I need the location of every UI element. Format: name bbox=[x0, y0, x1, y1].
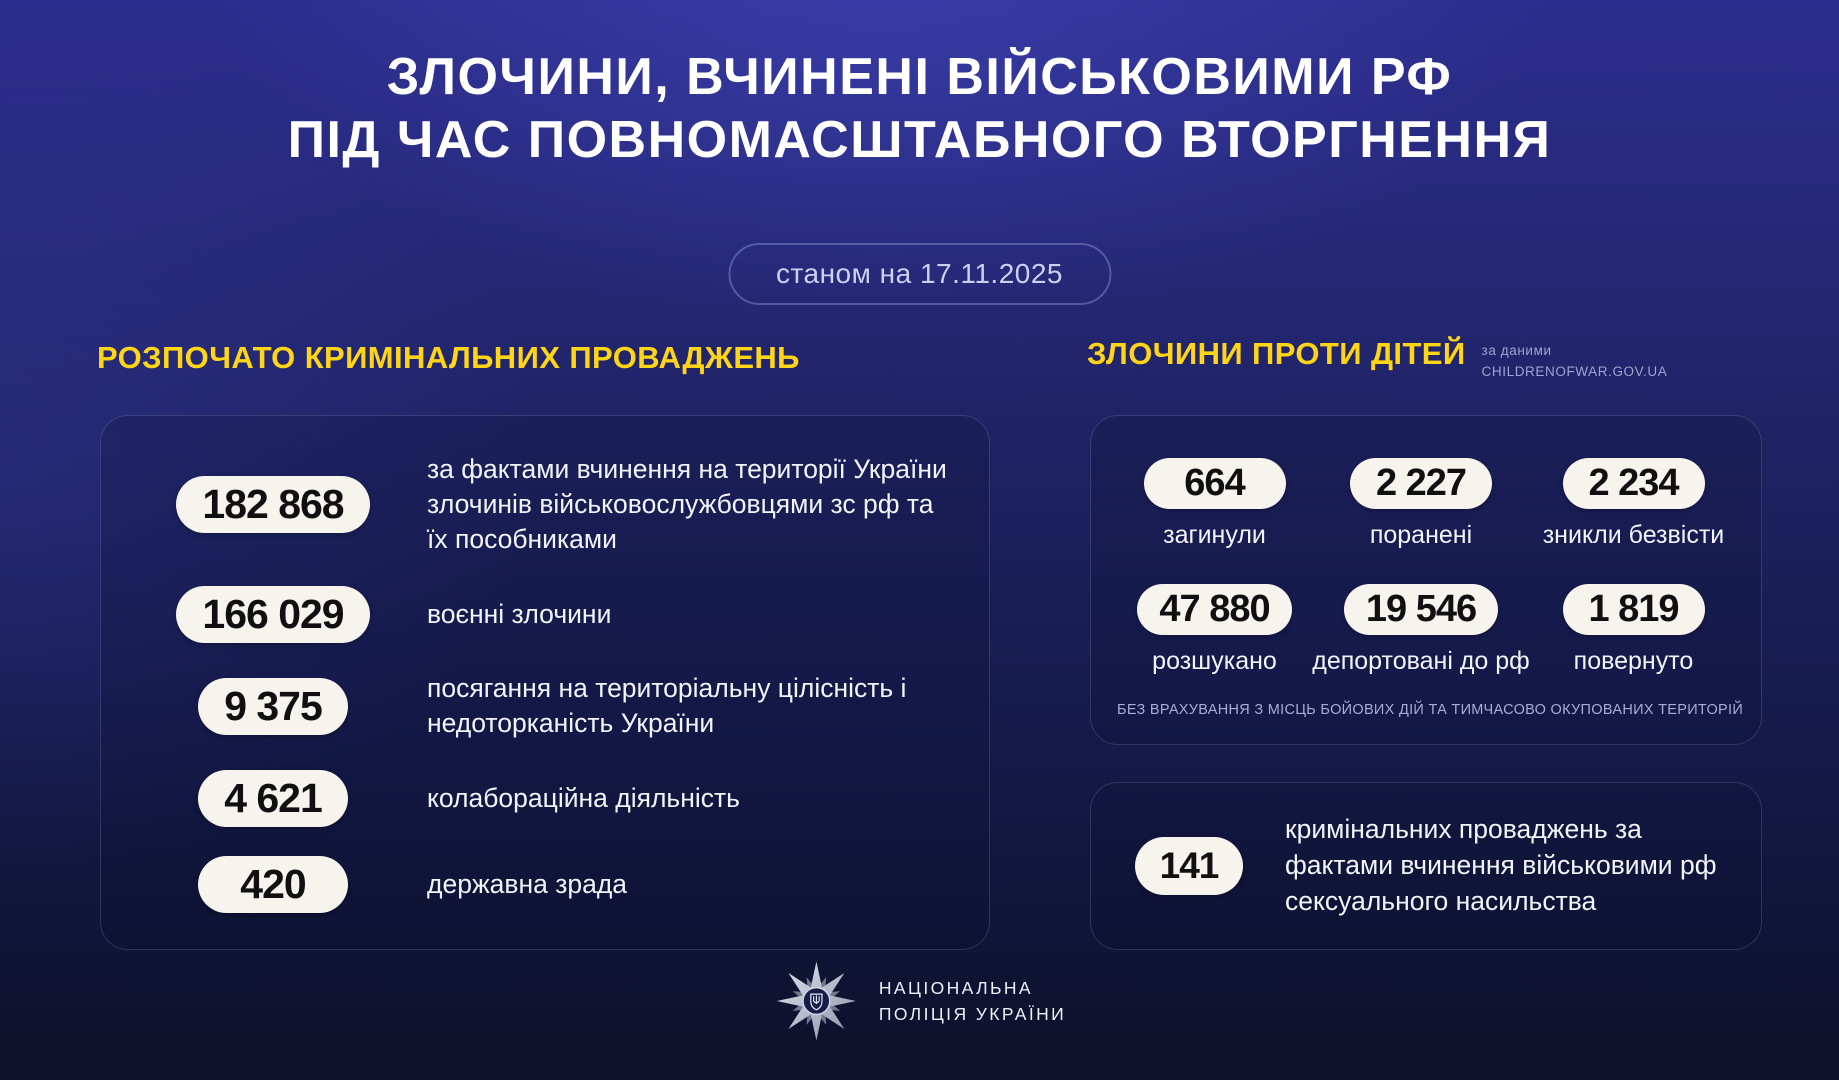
children-stats-row2: 47 880 розшукано 19 546 депортовані до р… bbox=[1117, 584, 1735, 676]
children-stats-row1: 664 загинули 2 227 поранені 2 234 зникли… bbox=[1117, 458, 1735, 550]
stat-cell: 19 546 депортовані до рф bbox=[1312, 584, 1530, 676]
stat-row: 9 375 посягання на територіальну цілісні… bbox=[139, 671, 951, 741]
stat-label: розшукано bbox=[1152, 647, 1277, 675]
org-name: НАЦІОНАЛЬНА ПОЛІЦІЯ УКРАЇНИ bbox=[879, 975, 1066, 1028]
stat-row: 166 029 воєнні злочини bbox=[139, 585, 951, 643]
stat-value: 47 880 bbox=[1137, 584, 1292, 635]
stat-label: воєнні злочини bbox=[427, 598, 612, 629]
stat-value: 2 227 bbox=[1350, 458, 1492, 509]
stat-value: 2 234 bbox=[1562, 458, 1705, 509]
page-title-line2: ПІД ЧАС ПОВНОМАСШТАБНОГО ВТОРГНЕННЯ bbox=[287, 111, 1552, 170]
source-note-line1: за даними bbox=[1481, 343, 1552, 358]
stat-value: 9 375 bbox=[198, 677, 348, 735]
stat-label: кримінальних проваджень за фактами вчине… bbox=[1285, 814, 1717, 916]
stat-label: загинули bbox=[1163, 521, 1266, 549]
as-of-date-badge: станом на 17.11.2025 bbox=[727, 243, 1112, 305]
stat-label: колабораційна діяльність bbox=[427, 783, 740, 814]
stat-label: за фактами вчинення на території України… bbox=[427, 454, 947, 554]
stat-cell: 2 227 поранені bbox=[1312, 458, 1530, 550]
stat-value: 141 bbox=[1135, 837, 1243, 895]
stat-label: повернуто bbox=[1573, 647, 1694, 675]
stat-value: 1 819 bbox=[1562, 584, 1705, 635]
stat-cell: 47 880 розшукано bbox=[1117, 584, 1312, 676]
page-title: ЗЛОЧИНИ, ВЧИНЕНІ ВІЙСЬКОВИМИ РФ ПІД ЧАС … bbox=[0, 46, 1839, 173]
org-name-line1: НАЦІОНАЛЬНА bbox=[878, 977, 1033, 998]
stat-row: 420 державна зрада bbox=[139, 855, 951, 913]
stat-label: посягання на територіальну цілісність і … bbox=[427, 673, 907, 739]
stat-value: 182 868 bbox=[176, 475, 370, 533]
stat-value: 664 bbox=[1143, 458, 1286, 509]
criminal-proceedings-card: 182 868 за фактами вчинення на території… bbox=[100, 415, 990, 950]
stat-label: державна зрада bbox=[427, 868, 628, 899]
stat-label: зникли безвісти bbox=[1542, 521, 1725, 549]
stat-value: 19 546 bbox=[1343, 584, 1499, 635]
source-note-line2: CHILDRENOFWAR.GOV.UA bbox=[1481, 363, 1668, 379]
stat-cell: 2 234 зникли безвісти bbox=[1530, 458, 1737, 550]
right-section-heading-group: ЗЛОЧИНИ ПРОТИ ДІТЕЙ за даними CHILDRENOF… bbox=[1087, 336, 1667, 383]
footer-logo-group: НАЦІОНАЛЬНА ПОЛІЦІЯ УКРАЇНИ bbox=[773, 958, 1066, 1044]
right-section-heading: ЗЛОЧИНИ ПРОТИ ДІТЕЙ bbox=[1087, 336, 1466, 371]
stat-value: 420 bbox=[198, 855, 348, 913]
stat-label: поранені bbox=[1369, 521, 1473, 549]
stat-cell: 1 819 повернуто bbox=[1530, 584, 1737, 676]
sexual-violence-card: 141 кримінальних проваджень за фактами в… bbox=[1090, 782, 1762, 950]
left-section-heading: РОЗПОЧАТО КРИМІНАЛЬНИХ ПРОВАДЖЕНЬ bbox=[97, 340, 800, 375]
stat-label: депортовані до рф bbox=[1312, 647, 1530, 675]
stat-value: 166 029 bbox=[176, 585, 370, 643]
stat-row: 182 868 за фактами вчинення на території… bbox=[139, 452, 951, 557]
org-name-line2: ПОЛІЦІЯ УКРАЇНИ bbox=[878, 1004, 1067, 1024]
children-stats-footnote: БЕЗ ВРАХУВАННЯ З МІСЦЬ БОЙОВИХ ДІЙ ТА ТИ… bbox=[1117, 702, 1744, 718]
source-note: за даними CHILDRENOFWAR.GOV.UA bbox=[1482, 341, 1668, 383]
crimes-against-children-card: 664 загинули 2 227 поранені 2 234 зникли… bbox=[1090, 415, 1762, 745]
stat-cell: 664 загинули bbox=[1117, 458, 1312, 550]
stat-value: 4 621 bbox=[198, 770, 348, 828]
national-police-star-icon bbox=[776, 961, 856, 1041]
stat-row: 4 621 колабораційна діяльність bbox=[139, 770, 951, 828]
page-title-line1: ЗЛОЧИНИ, ВЧИНЕНІ ВІЙСЬКОВИМИ РФ bbox=[386, 48, 1453, 106]
